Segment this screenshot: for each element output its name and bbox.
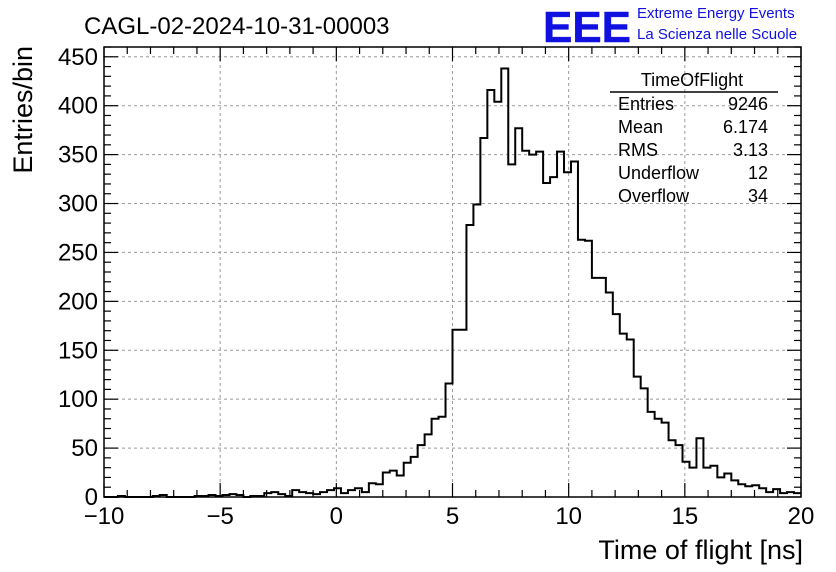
x-tick-label: −10 xyxy=(84,503,125,530)
x-tick-label: 20 xyxy=(788,503,815,530)
y-tick-label: 450 xyxy=(58,44,98,71)
x-tick-label: 10 xyxy=(555,503,582,530)
stats-rows: Entries 9246 Mean 6.174 RMS 3.13 Underflow 12 Ov… xyxy=(618,94,768,206)
y-tick-label: 150 xyxy=(58,337,98,364)
chart-title: CAGL-02-2024-10-31-00003 xyxy=(84,13,390,40)
stats-value: 6.174 xyxy=(723,117,768,137)
stats-value: 12 xyxy=(748,163,768,183)
y-tick-label: 100 xyxy=(58,386,98,413)
y-tick-label: 50 xyxy=(71,435,98,462)
stats-value: 3.13 xyxy=(733,140,768,160)
x-axis-label: Time of flight [ns] xyxy=(598,535,803,565)
y-tick-label: 0 xyxy=(85,484,98,511)
x-tick-labels: −10 −5 0 5 10 15 20 xyxy=(84,503,815,530)
y-axis-label: Entries/bin xyxy=(8,46,38,174)
stats-label: Entries xyxy=(618,94,674,114)
eee-logo: EEE Extreme Energy Events La Scienza nel… xyxy=(543,3,797,53)
stats-box: TimeOfFlight Entries 9246 Mean 6.174 RMS 3.13… xyxy=(610,70,778,206)
y-tick-label: 250 xyxy=(58,239,98,266)
logo-line1: Extreme Energy Events xyxy=(637,5,795,22)
y-tick-label: 300 xyxy=(58,191,98,218)
stats-box-title: TimeOfFlight xyxy=(641,70,743,90)
stats-label: Overflow xyxy=(618,186,690,206)
logo-line2: La Scienza nelle Scuole xyxy=(637,26,797,43)
axis-ticks xyxy=(103,46,802,498)
stats-value: 9246 xyxy=(728,94,768,114)
stats-label: Mean xyxy=(618,117,663,137)
stats-value: 34 xyxy=(748,186,768,206)
stats-label: Underflow xyxy=(618,163,700,183)
logo-mark: EEE xyxy=(543,3,631,52)
grid-lines xyxy=(104,47,801,497)
x-tick-label: 0 xyxy=(330,503,343,530)
y-tick-label: 350 xyxy=(58,142,98,169)
y-tick-labels: 0 50 100 150 200 250 300 350 400 450 xyxy=(58,44,98,511)
stats-label: RMS xyxy=(618,140,658,160)
y-tick-label: 400 xyxy=(58,93,98,120)
x-tick-label: −5 xyxy=(206,503,233,530)
x-tick-label: 15 xyxy=(671,503,698,530)
x-tick-label: 5 xyxy=(446,503,459,530)
y-tick-label: 200 xyxy=(58,288,98,315)
